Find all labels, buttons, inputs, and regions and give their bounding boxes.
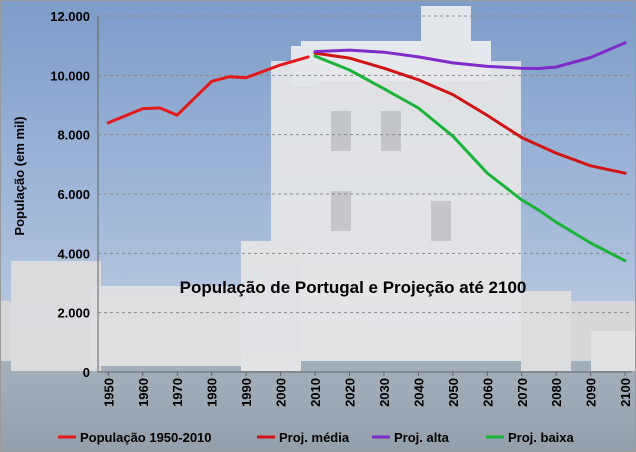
tower-background-image: [1, 6, 635, 451]
x-tick-label: 2080: [549, 378, 564, 407]
x-tick-label: 1950: [101, 378, 116, 407]
x-tick-label: 2040: [411, 378, 426, 407]
y-tick-label: 2.000: [57, 306, 90, 321]
y-tick-label: 12.000: [50, 9, 90, 24]
series-line-1: [106, 55, 310, 125]
x-tick-label: 2070: [515, 378, 530, 407]
series-line-2: [313, 51, 627, 175]
y-tick-label: 6.000: [57, 187, 90, 202]
x-tick-label: 1980: [205, 378, 220, 407]
legend-label-3: Proj. alta: [394, 430, 450, 445]
legend-label-2: Proj. média: [279, 430, 350, 445]
chart-title: População de Portugal e Projeção até 210…: [180, 278, 527, 297]
x-tick-label: 1960: [136, 378, 151, 407]
x-tick-label: 2010: [308, 378, 323, 407]
x-tick-label: 2100: [618, 378, 633, 407]
x-tick-label: 2090: [584, 378, 599, 407]
y-axis-label: População (em mil): [12, 116, 27, 235]
x-tick-label: 2030: [377, 378, 392, 407]
series-line-3: [313, 41, 627, 70]
y-tick-label: 10.000: [50, 68, 90, 83]
x-tick-label: 2020: [342, 378, 357, 407]
y-tick-label: 8.000: [57, 128, 90, 143]
series-line-4: [313, 54, 627, 263]
x-tick-label: 2000: [274, 378, 289, 407]
legend-label-4: Proj. baixa: [508, 430, 575, 445]
x-tick-label: 2060: [480, 378, 495, 407]
legend-label-1: População 1950-2010: [80, 430, 212, 445]
x-tick-label: 2050: [446, 378, 461, 407]
legend: População 1950-2010 Proj. média Proj. alta…: [58, 430, 575, 445]
y-tick-label: 0: [83, 365, 90, 380]
y-tick-label: 4.000: [57, 246, 90, 261]
x-tick-label: 1970: [170, 378, 185, 407]
x-tick-label: 1990: [239, 378, 254, 407]
